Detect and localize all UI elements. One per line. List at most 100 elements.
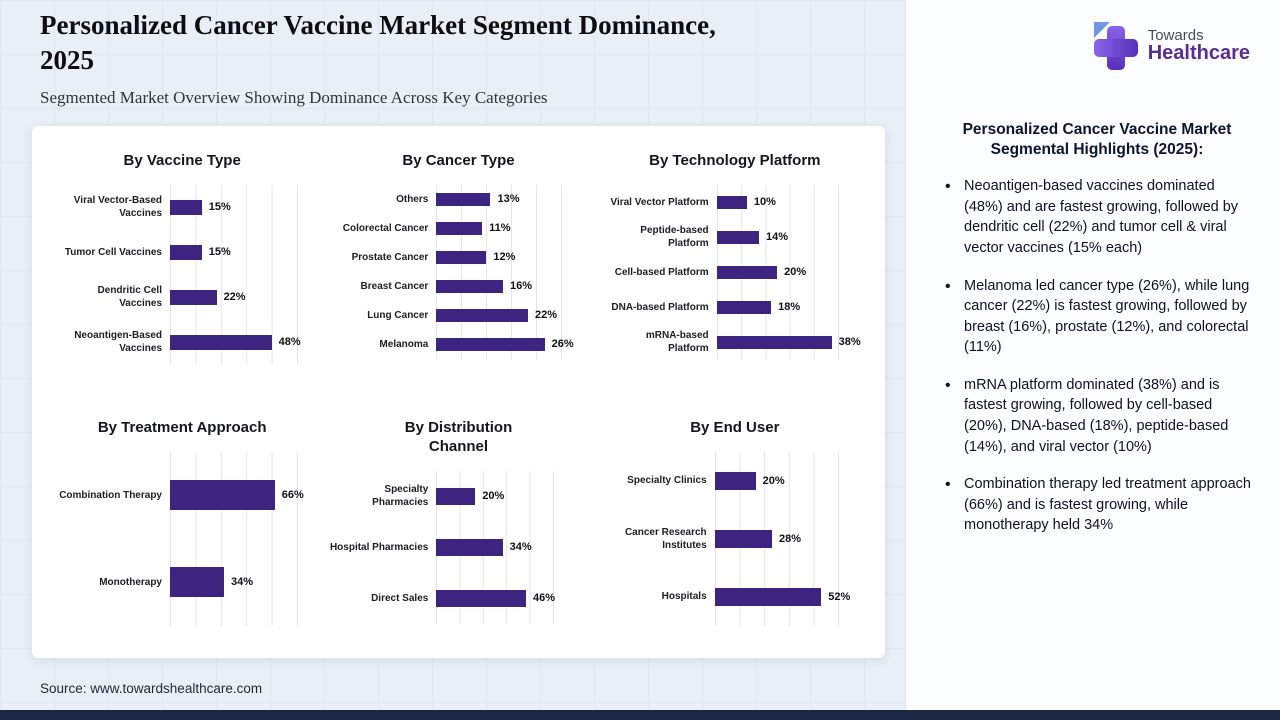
bar-track: 26% xyxy=(436,329,574,359)
bar-value: 28% xyxy=(779,532,802,545)
bar-label: Others xyxy=(396,193,429,205)
bar-value: 22% xyxy=(534,309,558,322)
bar-value: 66% xyxy=(281,489,304,502)
bar-row: Hospital Pharmacies 34% xyxy=(328,521,588,573)
chart-title: By Treatment Approach xyxy=(97,419,267,436)
bar-label: Cell-based Platform xyxy=(614,266,709,278)
chart-by-distribution-channel: By Distribution Channel Specialty Pharma… xyxy=(328,419,588,640)
bar xyxy=(170,334,272,350)
chart-title: By End User xyxy=(690,419,780,436)
page-subtitle: Segmented Market Overview Showing Domina… xyxy=(40,88,548,108)
chart-title: By Vaccine Type xyxy=(123,152,241,169)
bar-row: Others 13% xyxy=(328,184,588,214)
chart-plot-area: Combination Therapy 66% Monotherapy 34% xyxy=(52,451,312,626)
bar-row: Specialty Clinics 20% xyxy=(605,451,865,510)
bar xyxy=(716,265,778,279)
bar-label: Breast Cancer xyxy=(360,280,429,292)
bar-label: Combination Therapy xyxy=(59,489,162,501)
bar-value: 14% xyxy=(766,231,789,244)
bar xyxy=(170,199,202,215)
arrow-icon xyxy=(1093,22,1110,38)
chart-plot-area: Specialty Pharmacies 20% Hospital Pharmaci… xyxy=(328,470,588,624)
logo-line-healthcare: Healthcare xyxy=(1147,42,1250,65)
charts-panel: By Vaccine Type Viral Vector-Based Vacci… xyxy=(32,126,885,658)
bar-track: 11% xyxy=(436,213,563,243)
bar-row: Cancer Research Institutes 28% xyxy=(605,509,865,568)
bar xyxy=(436,192,491,206)
bar xyxy=(714,471,756,490)
bar-label: Specialty Pharmacies xyxy=(372,484,429,508)
bar xyxy=(436,337,545,351)
bar-track: 38% xyxy=(716,324,861,360)
bar xyxy=(436,589,527,607)
bar xyxy=(436,308,528,322)
bar-track: 13% xyxy=(436,184,563,214)
bar-row: Melanoma 26% xyxy=(328,329,588,359)
bar-value: 22% xyxy=(223,291,246,304)
bar-track: 16% xyxy=(436,271,563,301)
bar-track: 12% xyxy=(436,242,563,272)
logo-line-towards: Towards xyxy=(1147,26,1204,44)
bar xyxy=(436,221,483,235)
bar xyxy=(714,529,773,548)
bar-label: Cancer Research Institutes xyxy=(624,526,707,551)
bar-label: Tumor Cell Vaccines xyxy=(64,246,162,258)
bar xyxy=(170,289,217,305)
bar-label: Dendritic Cell Vaccines xyxy=(97,285,162,310)
bar-row: mRNA-based Platform 38% xyxy=(605,324,865,360)
highlights-sidebar: Towards Healthcare Personalized Cancer V… xyxy=(905,0,1280,710)
bar-label: Melanoma xyxy=(379,338,429,350)
bar-value: 18% xyxy=(778,301,801,314)
bar-row: Direct Sales 46% xyxy=(328,572,588,624)
bar-label: Colorectal Cancer xyxy=(342,222,429,234)
bar-label: Hospitals xyxy=(661,591,707,603)
bottom-accent-bar xyxy=(0,710,1280,720)
bar-row: DNA-based Platform 18% xyxy=(605,289,865,325)
bar-value: 34% xyxy=(230,576,253,589)
bar-label: Prostate Cancer xyxy=(351,251,429,263)
bar xyxy=(716,195,747,209)
bar-value: 15% xyxy=(208,201,231,214)
bar xyxy=(170,567,224,598)
bar-row: Combination Therapy 66% xyxy=(52,451,312,539)
bar-track: 34% xyxy=(436,521,555,573)
bar-label: Viral Vector-Based Vaccines xyxy=(73,195,162,220)
bar xyxy=(436,279,503,293)
bar-row: Monotherapy 34% xyxy=(52,538,312,626)
bar xyxy=(170,480,275,511)
highlights-list: Neoantigen-based vaccines dominated (48%… xyxy=(940,176,1254,536)
bar-track: 20% xyxy=(716,254,839,290)
bar-track: 66% xyxy=(170,451,304,539)
bar-value: 52% xyxy=(828,590,851,603)
chart-title: By Technology Platform xyxy=(649,152,821,169)
bar-row: Lung Cancer 22% xyxy=(328,300,588,330)
bar-row: Viral Vector-Based Vaccines 15% xyxy=(52,184,312,230)
bar-value: 34% xyxy=(509,541,532,553)
bar-track: 20% xyxy=(714,451,839,510)
chart-by-end-user: By End User Specialty Clinics 20% Cancer R… xyxy=(605,419,865,640)
chart-title: By Distribution Channel xyxy=(404,419,513,455)
bar-row: Breast Cancer 16% xyxy=(328,271,588,301)
bar-row: Colorectal Cancer 11% xyxy=(328,213,588,243)
bar-value: 20% xyxy=(784,266,807,279)
bar-row: Neoantigen-Based Vaccines 48% xyxy=(52,319,312,365)
page-title: Personalized Cancer Vaccine Market Segme… xyxy=(40,10,716,76)
towards-healthcare-logo: Towards Healthcare xyxy=(940,22,1254,70)
bar-label: Neoantigen-Based Vaccines xyxy=(74,330,162,355)
bar-row: Specialty Pharmacies 20% xyxy=(328,470,588,522)
bar-value: 20% xyxy=(482,490,505,502)
bar-value: 11% xyxy=(489,222,511,235)
source-text: Source: www.towardshealthcare.com xyxy=(40,681,263,696)
bar-track: 22% xyxy=(436,300,563,330)
bar-row: Dendritic Cell Vaccines 22% xyxy=(52,274,312,320)
sidebar-heading: Personalized Cancer Vaccine Market Segme… xyxy=(962,121,1232,159)
bar-row: Prostate Cancer 12% xyxy=(328,242,588,272)
bar-value: 16% xyxy=(509,280,533,293)
header: Personalized Cancer Vaccine Market Segme… xyxy=(40,8,780,108)
chart-plot-area: Viral Vector-Based Vaccines 15% Tumor Cell… xyxy=(52,184,312,365)
bar-track: 22% xyxy=(170,274,298,320)
bar-label: Viral Vector Platform xyxy=(610,196,709,208)
chart-by-vaccine-type: By Vaccine Type Viral Vector-Based Vacci… xyxy=(52,152,312,379)
bar-track: 10% xyxy=(716,184,839,220)
